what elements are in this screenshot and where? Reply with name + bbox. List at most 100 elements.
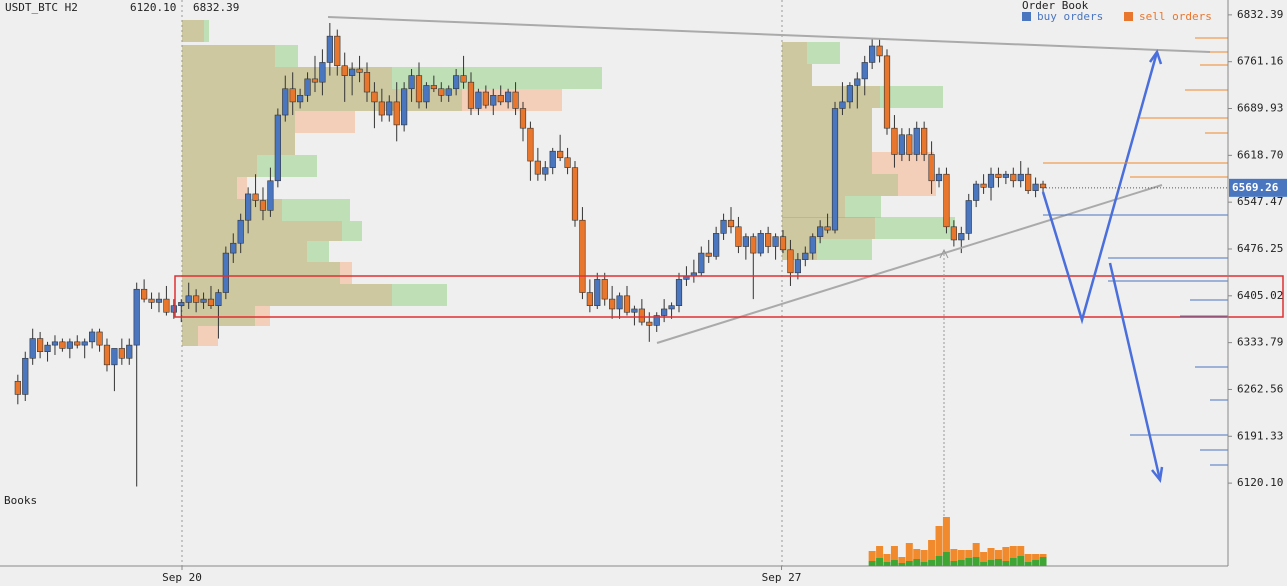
candle-body [616,295,623,310]
candle-body [594,279,601,306]
legend-label: sell orders [1139,10,1212,23]
volume-sell [898,557,906,563]
candle-body [118,348,125,359]
candle-body [973,183,980,201]
candle-body [661,308,668,316]
candle-body [809,236,816,254]
candle-body [445,88,452,96]
volume-sell [950,549,958,561]
candle-body [965,200,972,234]
candle-body [207,298,215,306]
volume-buy [868,561,876,566]
profile-bar [182,199,282,221]
candle-body [29,338,36,359]
volume-buy [1017,556,1025,566]
profile-bar [182,326,198,346]
profile-bar [342,221,362,241]
candle-body [230,242,237,254]
projection-arrow [1108,262,1162,481]
volume-buy [957,560,965,566]
candle-body [831,108,839,231]
side-label: Books [4,494,37,507]
candle-body [928,154,935,182]
y-tick-label: 6832.39 [1237,8,1283,21]
candle-body [438,88,445,96]
volume-buy [883,562,891,566]
candle-body [393,101,400,126]
candle-body [170,305,177,313]
volume-buy [1024,562,1032,566]
candle-body [148,298,155,303]
candle-body [601,279,608,300]
candle-body [89,331,96,343]
volume-sell [1017,546,1025,556]
candle-body [609,298,616,310]
legend-title: Order Book [1022,0,1089,12]
volume-buy [935,556,943,566]
candle-body [854,78,861,86]
candle-body [646,321,653,326]
volume-sell [987,548,995,560]
candle-body [289,88,296,103]
volume-sell [957,550,965,560]
candle-body [675,279,683,306]
y-tick-label: 6333.79 [1237,336,1283,349]
arrow-head [939,248,949,259]
last-price-label: 6569.26 [1232,181,1279,194]
annotations [174,16,1284,520]
profile-bar [898,174,936,196]
candle-body [713,233,720,257]
candle-body [482,91,489,106]
candle-body [222,252,229,293]
arrow-head [1148,49,1163,65]
candle-body [913,127,920,155]
candle-body [883,55,891,129]
candle-body [705,252,712,257]
candle-body [371,91,378,103]
candle-body [772,236,779,247]
candle-body [14,380,21,395]
candles [14,23,1047,487]
candle-body [51,341,59,346]
candle-body [81,341,88,346]
volume-sell [972,543,980,557]
order-book-depth [1043,37,1228,466]
candle-body [817,226,824,237]
candle-body [103,344,111,366]
profile-bar [782,86,880,108]
profile-bar [198,326,218,346]
volume-sell [868,551,876,561]
candle-body [891,127,898,155]
volume-buy [920,562,928,566]
candle-body [74,341,81,346]
candle-body [490,95,497,106]
candle-body [430,85,437,90]
candle-body [564,157,571,168]
candle-body [958,233,965,241]
candle-body [623,295,631,313]
candle-body [259,200,267,211]
profile-bar [782,64,812,86]
volume-sell [965,550,973,558]
candle-body [267,180,274,211]
candle-body [787,249,794,274]
candle-body [1039,183,1047,189]
legend-label: buy orders [1037,10,1103,23]
candle-body [668,305,675,310]
profile-bar [872,152,934,174]
profile-bar [182,221,342,241]
candle-body [839,101,846,109]
y-tick-label: 6120.10 [1237,476,1283,489]
profile-bar [845,196,881,218]
profile-bar [392,284,447,306]
candle-body [319,62,326,83]
candle-body [512,91,519,109]
candle-body [178,302,185,306]
chart-title: USDT_BTC H2 [5,1,78,14]
candle-body [22,357,29,395]
y-tick-label: 6761.16 [1237,55,1283,68]
candle-body [698,252,705,274]
candle-body [378,101,385,116]
candle-body [475,91,482,109]
